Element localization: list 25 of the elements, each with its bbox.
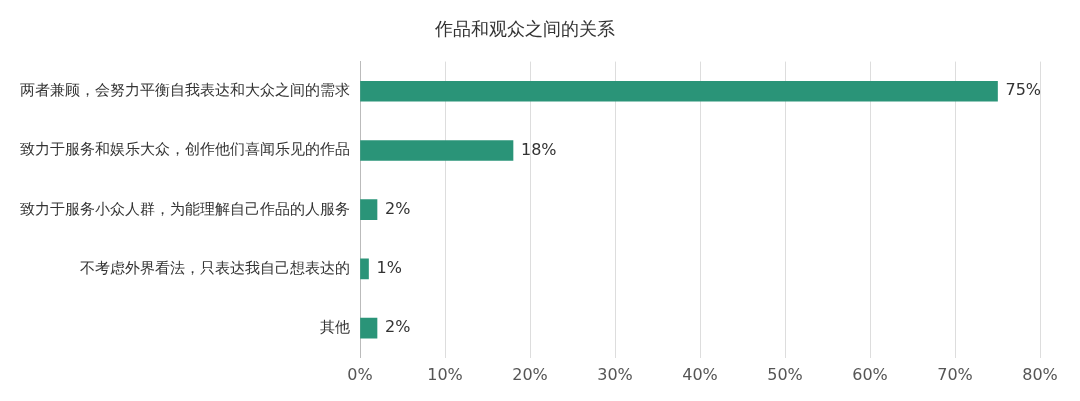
bar xyxy=(360,199,378,221)
y-tick-label: 不考虑外界看法，只表达我自己想表达的 xyxy=(80,258,350,277)
x-tick-label: 0% xyxy=(347,364,373,384)
y-tick-label: 致力于服务和娱乐大众，创作他们喜闻乐见的作品 xyxy=(20,140,350,159)
bar xyxy=(360,140,514,161)
x-tick-label: 70% xyxy=(937,364,973,384)
data-label: 75% xyxy=(1005,80,1042,100)
y-tick-label: 致力于服务小众人群，为能理解自己作品的人服务 xyxy=(20,199,350,218)
y-tick-label: 其他 xyxy=(320,318,350,337)
chart-title: 作品和观众之间的关系 xyxy=(434,18,615,40)
x-tick-label: 30% xyxy=(597,364,633,384)
bar xyxy=(360,80,998,102)
bar xyxy=(360,317,378,339)
data-label: 2% xyxy=(385,317,411,337)
data-label: 18% xyxy=(521,139,557,159)
bar xyxy=(360,258,369,280)
data-label: 2% xyxy=(385,198,411,218)
y-tick-label: 两者兼顾，会努力平衡自我表达和大众之间的需求 xyxy=(20,81,350,100)
x-tick-label: 50% xyxy=(767,364,803,384)
x-tick-label: 40% xyxy=(682,364,718,384)
data-label: 1% xyxy=(376,258,402,278)
x-tick-label: 80% xyxy=(1022,364,1058,384)
x-tick-label: 60% xyxy=(852,364,888,384)
x-tick-label: 10% xyxy=(427,364,463,384)
x-tick-label: 20% xyxy=(512,364,548,384)
